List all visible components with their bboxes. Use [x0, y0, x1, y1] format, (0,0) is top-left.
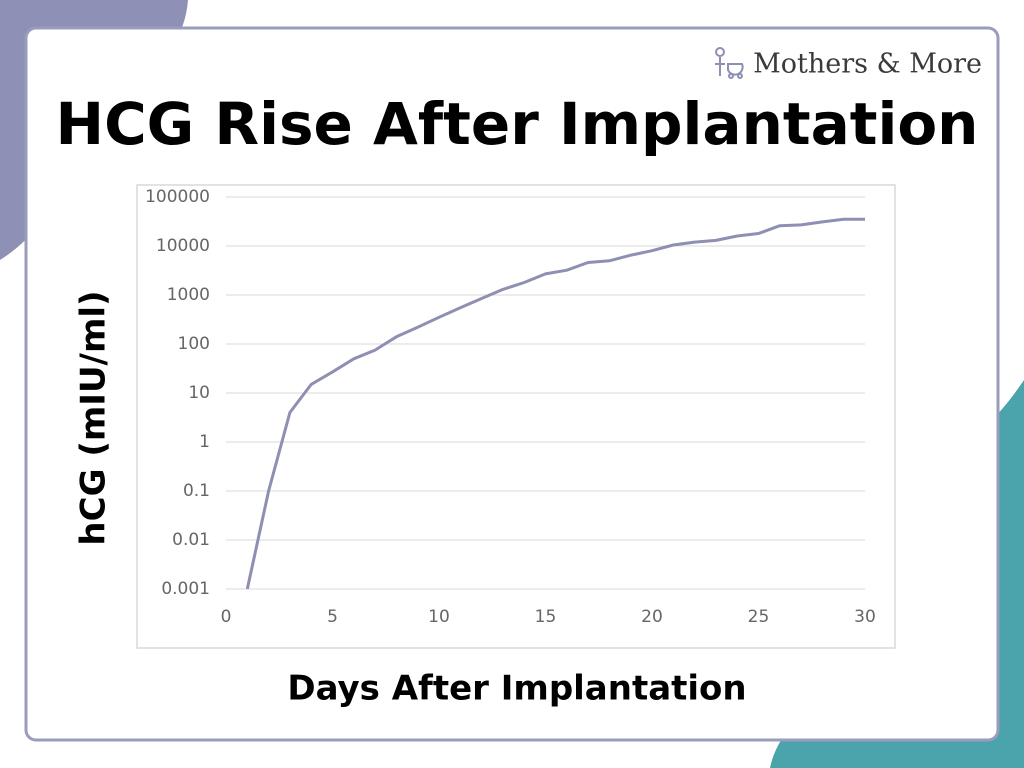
y-tick-label: 1000 — [167, 285, 210, 305]
x-tick-label: 10 — [428, 607, 450, 627]
y-tick-label: 0.1 — [183, 481, 210, 501]
x-tick-label: 30 — [854, 607, 876, 627]
x-axis-title: Days After Implantation — [287, 669, 746, 709]
brand: Mothers & More — [753, 49, 982, 80]
y-tick-label: 10000 — [156, 236, 210, 256]
x-tick-label: 15 — [535, 607, 557, 627]
y-tick-label: 10 — [188, 383, 210, 403]
y-axis-title: hCG (mIU/ml) — [74, 290, 114, 545]
y-tick-label: 100000 — [145, 187, 210, 207]
y-tick-label: 1 — [199, 432, 210, 452]
y-tick-label: 0.01 — [172, 530, 210, 550]
x-tick-label: 5 — [327, 607, 338, 627]
brand-icon — [715, 47, 744, 79]
plot-frame — [136, 184, 896, 649]
y-tick-label: 100 — [178, 334, 210, 354]
x-tick-label: 0 — [221, 607, 232, 627]
y-tick-label: 0.001 — [161, 579, 210, 599]
x-tick-label: 20 — [641, 607, 663, 627]
x-tick-label: 25 — [748, 607, 770, 627]
plot: 0.001 0.01 0.1 1 10 100 1000 10000 100000 0 5 10 15 2… — [145, 187, 876, 627]
data-line — [245, 217, 865, 590]
chart-title: HCG Rise After Implantation — [56, 90, 979, 158]
